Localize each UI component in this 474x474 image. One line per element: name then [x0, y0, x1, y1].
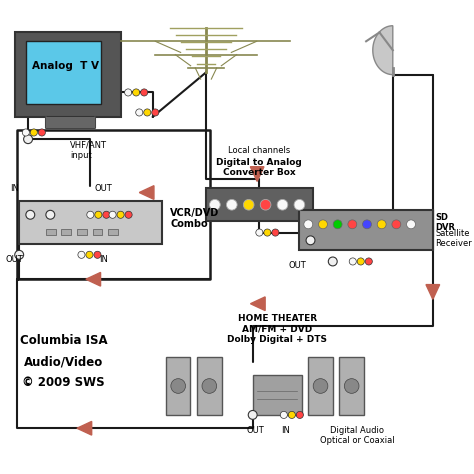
- Circle shape: [152, 109, 159, 116]
- FancyBboxPatch shape: [206, 188, 313, 221]
- Circle shape: [365, 258, 373, 265]
- Circle shape: [248, 410, 257, 419]
- Circle shape: [144, 109, 151, 116]
- Circle shape: [133, 89, 140, 96]
- Circle shape: [24, 135, 33, 144]
- Text: SD
DVR: SD DVR: [435, 213, 455, 232]
- Circle shape: [296, 411, 303, 419]
- Circle shape: [280, 411, 287, 419]
- Circle shape: [328, 257, 337, 266]
- Circle shape: [348, 220, 357, 229]
- Circle shape: [30, 129, 37, 136]
- Circle shape: [288, 411, 295, 419]
- Text: OUT: OUT: [246, 426, 264, 435]
- Circle shape: [46, 210, 55, 219]
- Circle shape: [277, 200, 288, 210]
- Circle shape: [136, 109, 143, 116]
- Circle shape: [202, 379, 217, 393]
- Circle shape: [15, 250, 24, 259]
- Circle shape: [171, 379, 185, 393]
- Polygon shape: [250, 297, 265, 310]
- Circle shape: [313, 379, 328, 393]
- Circle shape: [22, 129, 29, 136]
- FancyBboxPatch shape: [77, 229, 87, 235]
- Text: VCR/DVD
Combo: VCR/DVD Combo: [171, 208, 219, 229]
- FancyBboxPatch shape: [19, 201, 162, 244]
- Text: IN: IN: [10, 183, 19, 192]
- Text: OUT: OUT: [95, 183, 112, 192]
- Text: HOME THEATER
AM/FM + DVD
Dolby Digital + DTS: HOME THEATER AM/FM + DVD Dolby Digital +…: [227, 314, 327, 344]
- Circle shape: [227, 200, 237, 210]
- Circle shape: [306, 236, 315, 245]
- Circle shape: [78, 251, 85, 258]
- Text: Satellite
Receiver: Satellite Receiver: [435, 228, 472, 248]
- Text: VHF/ANT
input: VHF/ANT input: [70, 141, 107, 160]
- Circle shape: [141, 89, 148, 96]
- Circle shape: [272, 229, 279, 236]
- Text: Analog  T V: Analog T V: [32, 61, 100, 71]
- FancyBboxPatch shape: [197, 357, 221, 415]
- Circle shape: [304, 220, 313, 229]
- Circle shape: [95, 211, 102, 219]
- Circle shape: [264, 229, 271, 236]
- Circle shape: [407, 220, 416, 229]
- Circle shape: [392, 220, 401, 229]
- FancyBboxPatch shape: [26, 41, 101, 103]
- Circle shape: [256, 229, 263, 236]
- Text: Digital to Analog
Converter Box: Digital to Analog Converter Box: [217, 157, 302, 177]
- Circle shape: [94, 251, 101, 258]
- FancyBboxPatch shape: [300, 210, 433, 250]
- Circle shape: [125, 89, 132, 96]
- Text: IN: IN: [99, 255, 108, 264]
- Circle shape: [38, 129, 46, 136]
- Polygon shape: [250, 167, 264, 182]
- Circle shape: [363, 220, 372, 229]
- Polygon shape: [77, 421, 91, 435]
- Circle shape: [26, 210, 35, 219]
- Circle shape: [333, 220, 342, 229]
- Circle shape: [294, 200, 305, 210]
- Text: OUT: OUT: [6, 255, 24, 264]
- FancyBboxPatch shape: [339, 357, 364, 415]
- Circle shape: [86, 251, 93, 258]
- Circle shape: [344, 379, 359, 393]
- FancyBboxPatch shape: [46, 229, 55, 235]
- Circle shape: [243, 200, 254, 210]
- Circle shape: [87, 211, 94, 219]
- Circle shape: [349, 258, 356, 265]
- Text: Local channels: Local channels: [228, 146, 291, 155]
- FancyBboxPatch shape: [108, 229, 118, 235]
- Text: IN: IN: [282, 426, 291, 435]
- Polygon shape: [139, 186, 154, 200]
- Polygon shape: [426, 284, 440, 299]
- Polygon shape: [86, 273, 100, 286]
- Circle shape: [210, 200, 220, 210]
- FancyBboxPatch shape: [62, 229, 71, 235]
- FancyBboxPatch shape: [92, 229, 102, 235]
- Text: OUT: OUT: [288, 262, 306, 271]
- FancyBboxPatch shape: [15, 32, 121, 117]
- Circle shape: [125, 211, 132, 219]
- Circle shape: [103, 211, 110, 219]
- Circle shape: [319, 220, 328, 229]
- Circle shape: [357, 258, 365, 265]
- FancyBboxPatch shape: [308, 357, 333, 415]
- Circle shape: [260, 200, 271, 210]
- Text: Columbia ISA
Audio/Video
© 2009 SWS: Columbia ISA Audio/Video © 2009 SWS: [20, 334, 108, 389]
- Text: Digital Audio
Optical or Coaxial: Digital Audio Optical or Coaxial: [320, 426, 394, 446]
- FancyBboxPatch shape: [253, 375, 301, 415]
- Circle shape: [109, 211, 116, 219]
- Circle shape: [377, 220, 386, 229]
- Circle shape: [117, 211, 124, 219]
- FancyBboxPatch shape: [166, 357, 191, 415]
- Polygon shape: [373, 26, 393, 74]
